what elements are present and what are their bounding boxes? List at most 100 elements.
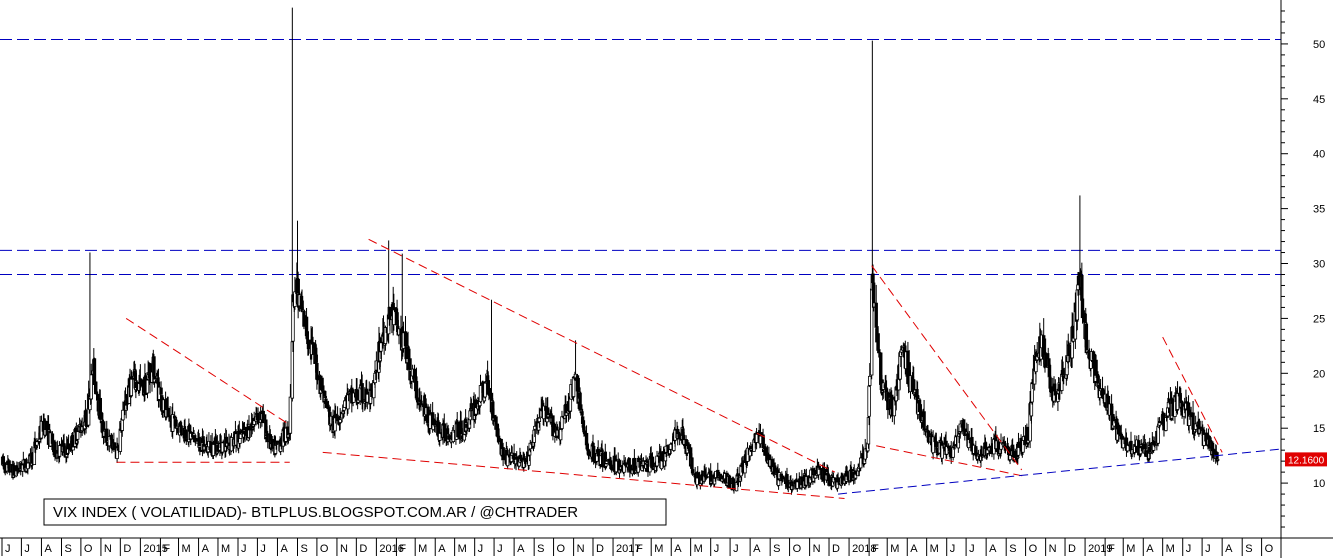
candle-body-1198 xyxy=(1084,323,1089,354)
candle-body-184 xyxy=(166,407,170,416)
candle-965 xyxy=(874,284,878,329)
x-tick-label-31: 2017 xyxy=(616,543,640,555)
candle-body-1279 xyxy=(1157,422,1162,426)
x-tick-label-14: A xyxy=(280,543,288,555)
candle-body-449 xyxy=(406,346,410,360)
candle-body-659 xyxy=(596,448,600,457)
candle-1244 xyxy=(1126,443,1130,453)
x-tick-label-38: A xyxy=(753,543,761,555)
candle-body-934 xyxy=(845,471,849,477)
candle-1163 xyxy=(1052,383,1057,392)
candle-1229 xyxy=(1112,414,1116,430)
candle-99 xyxy=(89,363,93,404)
candle-body-1324 xyxy=(1198,426,1202,430)
candle-1084 xyxy=(981,446,985,458)
candle-769 xyxy=(696,466,700,479)
x-tick-label-55: 2019 xyxy=(1088,543,1112,555)
x-tick-label-49: J xyxy=(969,543,975,555)
x-tick-label-13: J xyxy=(260,543,266,555)
candle-459 xyxy=(415,386,419,409)
candle-body-1032 xyxy=(934,441,939,448)
candle-175 xyxy=(159,381,163,395)
candle-609 xyxy=(551,415,555,441)
candle-957 xyxy=(866,410,871,449)
candle-body-1205 xyxy=(1091,351,1096,360)
candle-959 xyxy=(868,363,872,388)
candle-719 xyxy=(650,452,655,471)
candle-134 xyxy=(121,401,125,421)
candle-body-668 xyxy=(604,460,609,464)
candle-body-588 xyxy=(532,429,536,443)
candle-body-418 xyxy=(378,351,382,362)
candle-body-419 xyxy=(379,342,383,352)
candle-body-377 xyxy=(341,410,346,415)
y-tick-label-3: 25 xyxy=(1313,313,1325,325)
y-axis-ticks: 10 15 20 25 30 35 40 45 50 xyxy=(1281,10,1325,528)
candle-359 xyxy=(324,399,329,409)
candle-body-374 xyxy=(338,419,342,423)
x-tick-label-22: A xyxy=(438,543,446,555)
y-tick-label-6: 40 xyxy=(1313,149,1325,161)
y-tick-label-1: 15 xyxy=(1313,423,1325,435)
candle-body-320 xyxy=(290,341,295,399)
candle-445 xyxy=(403,316,408,347)
candle-361 xyxy=(327,404,331,414)
candle-body-667 xyxy=(604,463,608,467)
candle-1059 xyxy=(958,420,962,439)
candle-903 xyxy=(817,465,822,469)
candle-424 xyxy=(383,325,388,351)
candle-1050 xyxy=(951,442,955,461)
candle-body-811 xyxy=(734,482,739,492)
x-tick-label-59: M xyxy=(1166,543,1175,555)
candle-body-1050 xyxy=(951,447,955,458)
x-tick-label-32: F xyxy=(636,543,643,555)
candle-body-1209 xyxy=(1094,359,1098,376)
candle-body-959 xyxy=(868,375,872,386)
candle-body-319 xyxy=(288,396,293,434)
candle-body-769 xyxy=(696,472,700,479)
candle-body-344 xyxy=(311,342,315,344)
candle-body-529 xyxy=(478,385,483,403)
candle-body-459 xyxy=(415,397,419,401)
x-tick-label-64: O xyxy=(1265,543,1274,555)
x-tick-label-18: D xyxy=(359,543,367,555)
candle-body-104 xyxy=(94,381,98,395)
candle-1029 xyxy=(931,430,935,460)
candle-body-359 xyxy=(324,401,329,408)
candle-body-1159 xyxy=(1049,386,1053,393)
x-tick-label-46: A xyxy=(910,543,918,555)
title-box-frame xyxy=(43,498,667,526)
candle-body-1184 xyxy=(1071,337,1076,342)
candle-body-968 xyxy=(876,333,880,350)
candle-924 xyxy=(836,472,840,485)
candle-body-1134 xyxy=(1026,439,1030,444)
candle-body-134 xyxy=(121,409,125,421)
candle-144 xyxy=(130,371,134,380)
x-tick-label-54: D xyxy=(1068,543,1076,555)
candle-body-29 xyxy=(26,462,30,470)
candle-body-1234 xyxy=(1117,425,1121,435)
candle-79 xyxy=(71,442,75,451)
candle-body-79 xyxy=(71,446,75,451)
x-tick-label-28: O xyxy=(557,543,566,555)
candle-383 xyxy=(346,392,351,402)
x-tick-label-7: 2015 xyxy=(143,543,167,555)
candle-body-815 xyxy=(738,476,743,482)
x-tick-label-21: M xyxy=(418,543,427,555)
candle-body-248 xyxy=(224,437,229,448)
candle-body-903 xyxy=(817,466,822,468)
trendline-0 xyxy=(125,317,287,424)
x-tick-label-34: A xyxy=(674,543,682,555)
trendline-6 xyxy=(1162,336,1223,453)
candle-body-84 xyxy=(75,431,80,440)
candle-body-1059 xyxy=(958,423,962,432)
trendline-5 xyxy=(876,445,1026,478)
candle-body-1319 xyxy=(1193,423,1198,430)
x-tick-label-12: J xyxy=(241,543,247,555)
candle-969 xyxy=(877,347,881,358)
candle-body-436 xyxy=(395,312,399,326)
candle-84 xyxy=(75,425,80,446)
candle-624 xyxy=(564,408,569,423)
x-tick-label-50: A xyxy=(989,543,997,555)
